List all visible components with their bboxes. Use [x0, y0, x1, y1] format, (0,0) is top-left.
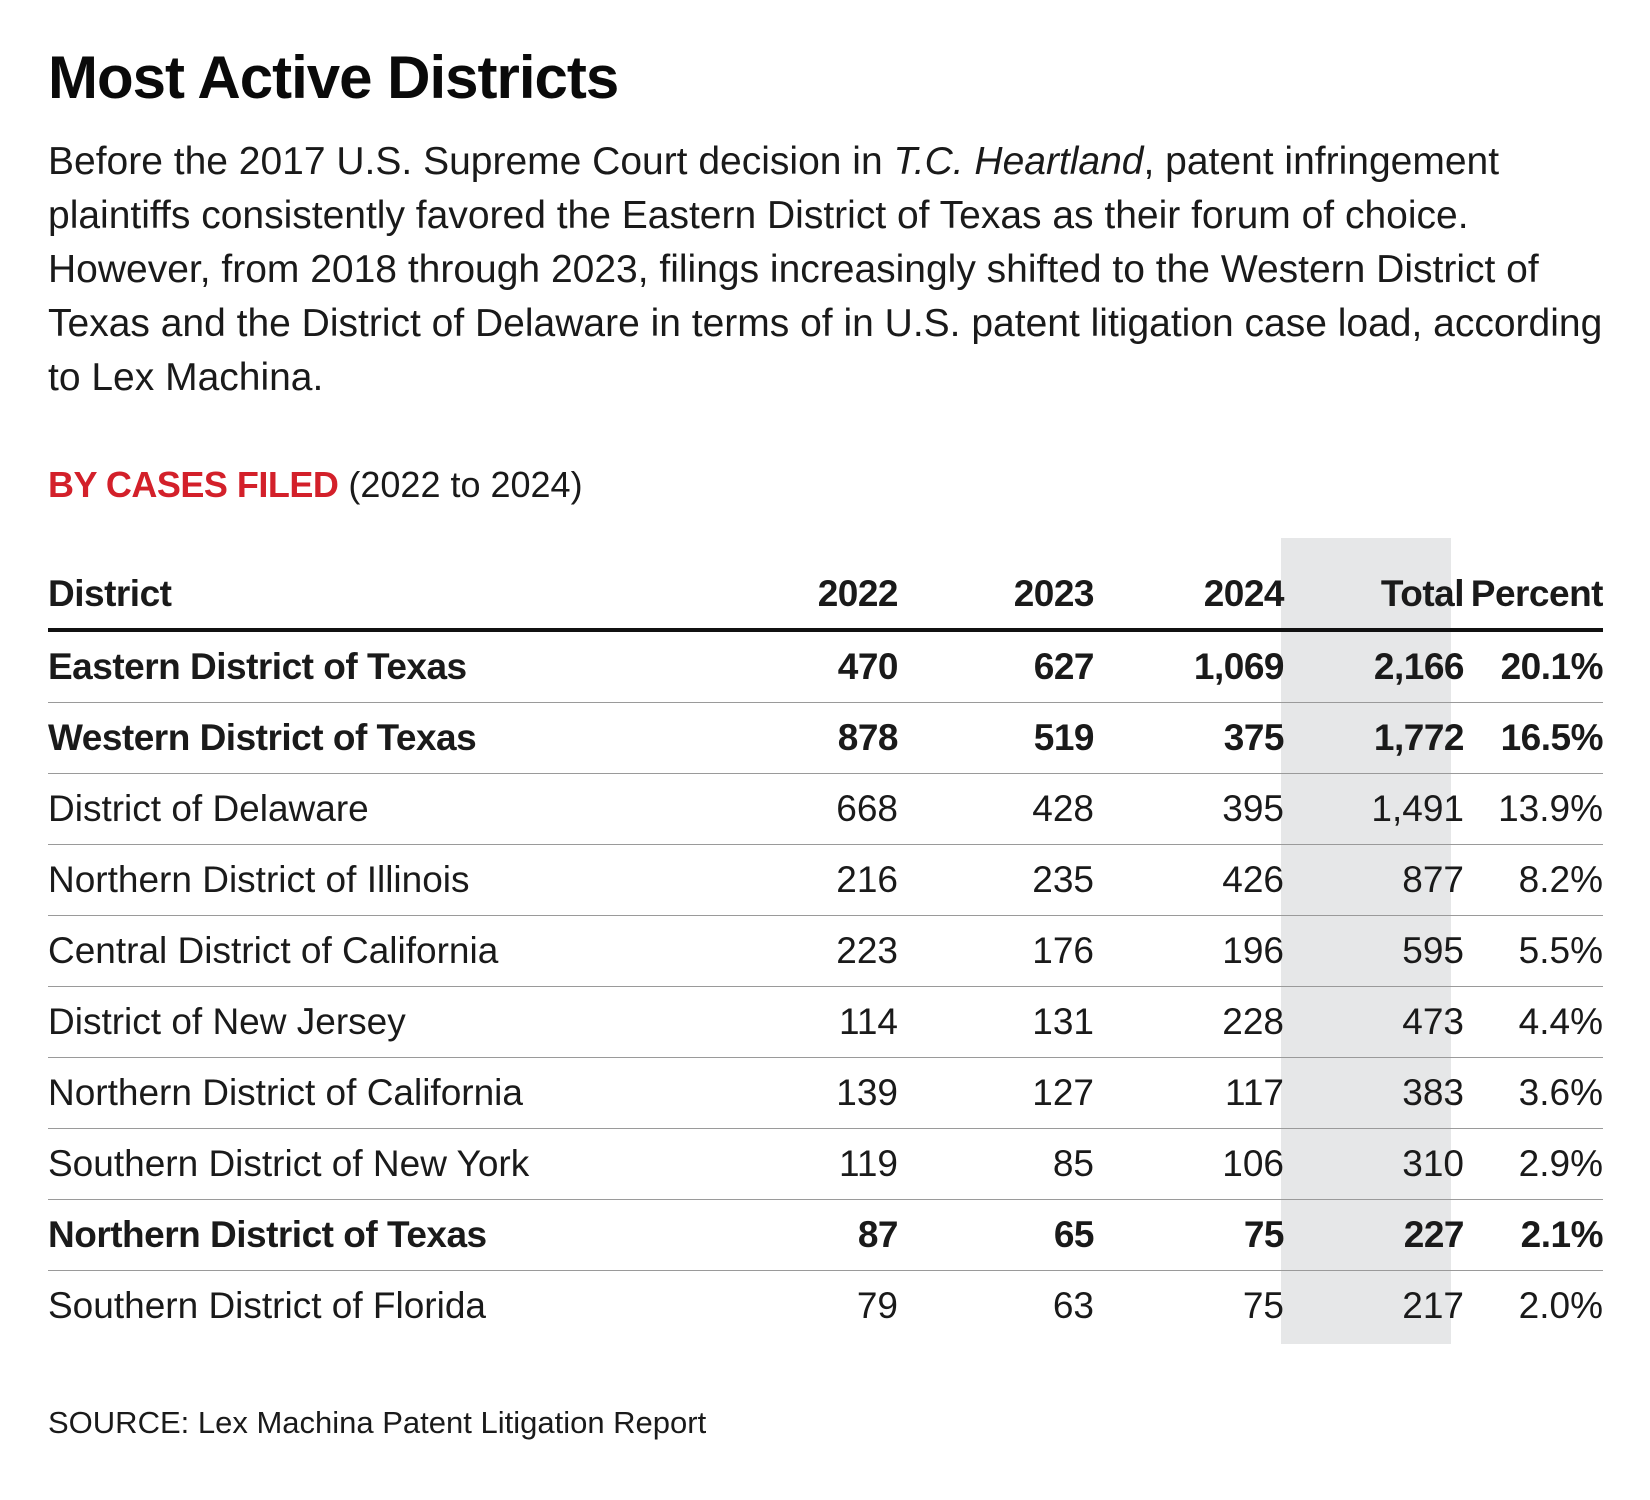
cell-2023: 519 — [898, 702, 1095, 774]
table-row: District of New Jersey 114 131 228 473 4… — [48, 986, 1603, 1058]
cell-2022: 139 — [763, 1057, 898, 1129]
cell-total: 473 — [1284, 986, 1464, 1058]
cell-district: Northern District of California — [48, 1057, 763, 1129]
cell-district: District of New Jersey — [48, 986, 763, 1058]
intro-text-start: Before the 2017 U.S. Supreme Court decis… — [48, 140, 894, 183]
cell-percent: 2.9% — [1464, 1128, 1603, 1200]
cell-2022: 668 — [763, 773, 898, 845]
page-title: Most Active Districts — [48, 44, 619, 111]
cell-2022: 223 — [763, 915, 898, 987]
districts-table: District 2022 2023 2024 Total Percent Ea… — [48, 560, 1604, 1342]
cell-percent: 8.2% — [1464, 844, 1603, 916]
cell-percent: 5.5% — [1464, 915, 1603, 987]
table-row: Central District of California 223 176 1… — [48, 915, 1603, 987]
cell-2022: 114 — [763, 986, 898, 1058]
table-row: Northern District of Illinois 216 235 42… — [48, 844, 1603, 916]
cell-2024: 106 — [1094, 1128, 1284, 1200]
header-2022: 2022 — [763, 560, 899, 632]
cell-2023: 127 — [898, 1057, 1094, 1129]
table-row: Northern District of Texas 87 65 75 227 … — [48, 1199, 1604, 1271]
cell-district: Western District of Texas — [48, 702, 763, 774]
cell-total: 877 — [1284, 844, 1464, 916]
cell-total: 227 — [1284, 1199, 1465, 1271]
header-district: District — [48, 560, 763, 632]
cell-district: Eastern District of Texas — [48, 630, 763, 703]
cell-percent: 20.1% — [1464, 630, 1604, 703]
cell-2023: 85 — [898, 1128, 1094, 1200]
table-row: Western District of Texas 878 519 375 1,… — [48, 702, 1604, 774]
cell-2022: 470 — [763, 630, 899, 703]
cell-2024: 117 — [1094, 1057, 1284, 1129]
cell-2024: 196 — [1094, 915, 1284, 987]
cell-percent: 3.6% — [1464, 1057, 1603, 1129]
cell-percent: 2.1% — [1464, 1199, 1604, 1271]
intro-paragraph: Before the 2017 U.S. Supreme Court decis… — [48, 135, 1608, 405]
table-subhead: BY CASES FILED (2022 to 2024) — [48, 463, 583, 507]
cell-total: 2,166 — [1284, 630, 1465, 703]
cell-2022: 216 — [763, 844, 898, 916]
cell-total: 217 — [1402, 1285, 1464, 1326]
intro-text-end: , patent infringement plaintiffs consist… — [48, 140, 1603, 399]
cell-2024: 228 — [1094, 986, 1284, 1058]
table-row: Southern District of Florida 79 63 75 21… — [48, 1271, 1603, 1342]
cell-district: Central District of California — [48, 915, 763, 987]
cell-percent: 16.5% — [1464, 702, 1604, 774]
header-2024: 2024 — [1094, 560, 1285, 632]
cell-2023: 627 — [898, 630, 1095, 703]
cell-total: 383 — [1284, 1057, 1464, 1129]
cell-2023: 65 — [898, 1199, 1095, 1271]
cell-2024: 375 — [1094, 702, 1285, 774]
header-percent: Percent — [1464, 560, 1604, 632]
cell-district: Northern District of Texas — [48, 1199, 763, 1271]
cell-2022: 119 — [763, 1128, 898, 1200]
cell-district: Southern District of Florida — [48, 1285, 487, 1326]
cell-2022: 79 — [856, 1285, 898, 1326]
table-row: Eastern District of Texas 470 627 1,069 … — [48, 630, 1604, 703]
cell-district: District of Delaware — [48, 773, 763, 845]
cell-total: 1,772 — [1284, 702, 1465, 774]
cell-percent: 2.0% — [1518, 1285, 1603, 1326]
cell-2023: 428 — [898, 773, 1094, 845]
cell-percent: 4.4% — [1464, 986, 1603, 1058]
subhead-range: (2022 to 2024) — [338, 464, 583, 505]
header-total: Total — [1284, 560, 1465, 632]
cell-2024: 426 — [1094, 844, 1284, 916]
cell-total: 1,491 — [1284, 773, 1464, 845]
cell-2024: 75 — [1094, 1199, 1285, 1271]
intro-case-name: T.C. Heartland — [893, 140, 1144, 183]
header-2023: 2023 — [898, 560, 1095, 632]
cell-2024: 1,069 — [1094, 630, 1285, 703]
cell-2023: 131 — [898, 986, 1094, 1058]
cell-total: 595 — [1284, 915, 1464, 987]
cell-2024: 395 — [1094, 773, 1284, 845]
source-note: SOURCE: Lex Machina Patent Litigation Re… — [48, 1405, 707, 1440]
cell-2023: 235 — [898, 844, 1094, 916]
table-row: District of Delaware 668 428 395 1,491 1… — [48, 773, 1603, 845]
cell-2023: 176 — [898, 915, 1094, 987]
table-header-row: District 2022 2023 2024 Total Percent — [48, 560, 1604, 632]
cell-district: Northern District of Illinois — [48, 844, 763, 916]
cell-percent: 13.9% — [1464, 773, 1603, 845]
table-row: Northern District of California 139 127 … — [48, 1057, 1603, 1129]
cell-district: Southern District of New York — [48, 1128, 763, 1200]
cell-2024: 75 — [1242, 1285, 1284, 1326]
table-row: Southern District of New York 119 85 106… — [48, 1128, 1603, 1200]
cell-2023: 63 — [1052, 1285, 1094, 1326]
cell-total: 310 — [1284, 1128, 1464, 1200]
subhead-label: BY CASES FILED — [48, 464, 339, 505]
cell-2022: 878 — [763, 702, 899, 774]
cell-2022: 87 — [763, 1199, 899, 1271]
